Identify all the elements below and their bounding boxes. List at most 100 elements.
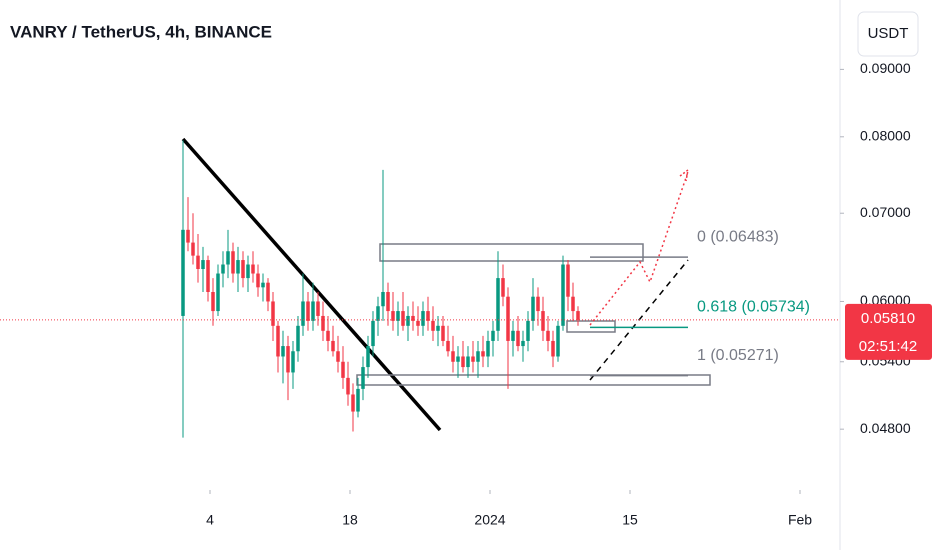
- candle-body: [261, 282, 265, 288]
- candle-body: [276, 325, 280, 357]
- trend-line: [181, 137, 442, 432]
- candle-body: [286, 346, 290, 373]
- candle-body: [306, 301, 310, 321]
- candle-body: [431, 320, 435, 331]
- candle-body: [196, 255, 200, 270]
- currency-button[interactable]: [857, 11, 919, 57]
- candle-body: [391, 311, 395, 321]
- candle-body: [436, 325, 440, 331]
- x-tick-label: 15: [622, 512, 638, 528]
- candle-body: [536, 296, 540, 312]
- candle-body: [311, 301, 315, 321]
- candle-body: [371, 320, 375, 347]
- projection-arrow: [679, 168, 690, 182]
- last-price-label: 0.05810: [861, 310, 915, 327]
- candle-body: [206, 260, 210, 292]
- currency-label[interactable]: USDT: [868, 25, 909, 42]
- last-price-box: [845, 303, 932, 360]
- candle-body: [256, 273, 260, 288]
- candle-body: [501, 278, 505, 297]
- range-box: [379, 243, 644, 262]
- candle-body: [491, 330, 495, 341]
- candle-body: [441, 325, 445, 341]
- candle-body: [226, 251, 230, 265]
- candle-body: [386, 291, 390, 312]
- candle-body: [566, 264, 570, 297]
- candle-body: [476, 351, 480, 362]
- y-tick-label: 0.07000: [860, 204, 911, 220]
- candle-body: [271, 301, 275, 326]
- candle-body: [516, 330, 520, 347]
- candle-body: [201, 260, 205, 270]
- candle-body: [186, 229, 190, 243]
- plot-area: 0 (0.06483) 0.618 (0.05734) 1 (0.05271): [181, 137, 810, 438]
- x-tick-label: 18: [342, 512, 358, 528]
- candle-body: [251, 264, 255, 274]
- candle-body: [451, 351, 455, 362]
- candle-body: [351, 394, 355, 412]
- candle-body: [221, 264, 225, 274]
- fib-label: 0.618 (0.05734): [697, 299, 810, 316]
- candle-body: [481, 351, 485, 357]
- x-tick-label: 2024: [474, 512, 505, 528]
- candle-body: [496, 278, 500, 331]
- y-tick-label: 0.09000: [860, 60, 911, 76]
- range-box: [566, 320, 616, 333]
- candle-body: [421, 311, 425, 326]
- candle-body: [346, 377, 350, 395]
- candle-body: [541, 311, 545, 331]
- candle-body: [506, 296, 510, 341]
- candle-body: [376, 306, 380, 321]
- candle-body: [291, 351, 295, 373]
- candle-body: [461, 356, 465, 368]
- candle-body: [576, 311, 580, 320]
- candle-body: [361, 367, 365, 389]
- candle-body: [266, 282, 270, 302]
- candle-body: [341, 361, 345, 378]
- candle-body: [406, 315, 410, 326]
- candle-body: [236, 260, 240, 274]
- candle-body: [511, 330, 515, 341]
- candle-body: [241, 260, 245, 279]
- candle-body: [426, 311, 430, 321]
- candle-body: [296, 325, 300, 352]
- candle-body: [401, 311, 405, 326]
- candle-body: [191, 242, 195, 256]
- candle-body: [531, 296, 535, 321]
- fib-label: 1 (0.05271): [697, 347, 779, 364]
- x-tick-label: 4: [206, 512, 214, 528]
- candle-body: [381, 291, 385, 307]
- candle-body: [471, 356, 475, 362]
- candle-body: [546, 330, 550, 341]
- candle-body: [411, 315, 415, 321]
- candle-body: [456, 356, 460, 362]
- projection-path: [589, 171, 689, 326]
- y-tick-label: 0.04800: [860, 420, 911, 436]
- candle-body: [526, 320, 530, 341]
- x-tick-label: Feb: [788, 512, 812, 528]
- candle-body: [521, 340, 525, 347]
- candle-body: [216, 273, 220, 312]
- candle-body: [326, 330, 330, 341]
- candle-body: [416, 320, 420, 326]
- candle-body: [301, 301, 305, 326]
- candle-body: [446, 340, 450, 352]
- candle-body: [556, 325, 560, 357]
- candle-body: [211, 291, 215, 312]
- candle-body: [316, 301, 320, 316]
- candle-body: [336, 351, 340, 362]
- candle-body: [331, 340, 335, 352]
- candle-body: [561, 264, 565, 326]
- candle-body: [551, 340, 555, 357]
- candle-body: [281, 346, 285, 357]
- fib-label: 0 (0.06483): [697, 228, 779, 245]
- chart-title: VANRY / TetherUS, 4h, BINANCE: [10, 22, 272, 41]
- candle-body: [356, 388, 360, 412]
- candle-body: [486, 340, 490, 357]
- candle-body: [396, 311, 400, 321]
- candle-body: [181, 229, 185, 316]
- candle-body: [246, 264, 250, 279]
- y-tick-label: 0.08000: [860, 128, 911, 144]
